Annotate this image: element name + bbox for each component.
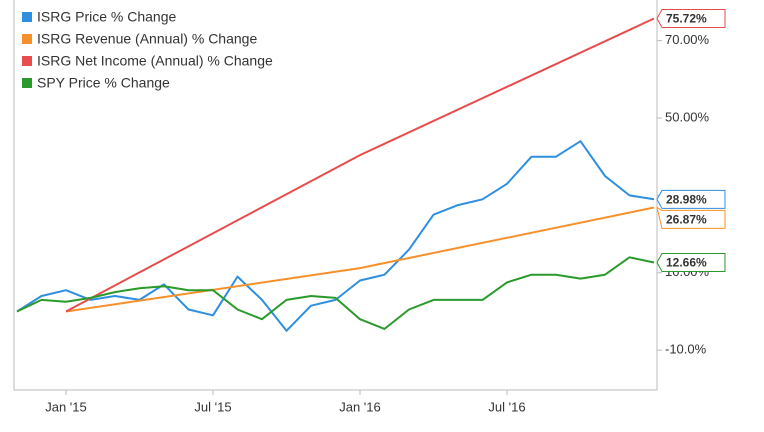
legend-swatch xyxy=(22,12,32,22)
end-label: 28.98% xyxy=(656,189,726,209)
end-label: 75.72% xyxy=(656,8,726,28)
end-label-text: 26.87% xyxy=(666,213,707,227)
y-tick-label: 70.00% xyxy=(665,32,710,47)
end-label-text: 28.98% xyxy=(666,193,707,207)
end-label: 12.66% xyxy=(656,252,726,272)
y-tick-label: -10.0% xyxy=(665,342,707,357)
x-tick-label: Jul '16 xyxy=(488,399,525,414)
end-label-text: 75.72% xyxy=(666,12,707,26)
series-line xyxy=(65,206,655,313)
series-line xyxy=(16,140,655,332)
end-label: 26.87% xyxy=(656,206,726,229)
series-line xyxy=(65,17,655,313)
x-tick-label: Jan '15 xyxy=(45,399,87,414)
end-label-text: 12.66% xyxy=(666,256,707,270)
legend-label: ISRG Net Income (Annual) % Change xyxy=(37,53,273,69)
plot-frame xyxy=(13,0,658,391)
y-tick-label: 50.00% xyxy=(665,109,710,124)
legend: ISRG Price % Change ISRG Revenue (Annual)… xyxy=(15,0,325,100)
series-line xyxy=(16,256,655,330)
end-label-box xyxy=(656,8,726,28)
legend-bg xyxy=(15,0,325,100)
legend-swatch xyxy=(22,78,32,88)
legend-swatch xyxy=(22,34,32,44)
end-label-box xyxy=(656,252,726,272)
end-label-box xyxy=(656,189,726,209)
legend-swatch xyxy=(22,56,32,66)
x-tick-label: Jul '15 xyxy=(194,399,231,414)
end-label-box xyxy=(656,206,726,229)
legend-label: ISRG Revenue (Annual) % Change xyxy=(37,31,257,47)
x-tick-label: Jan '16 xyxy=(339,399,381,414)
legend-label: ISRG Price % Change xyxy=(37,9,176,25)
legend-label: SPY Price % Change xyxy=(37,75,170,91)
